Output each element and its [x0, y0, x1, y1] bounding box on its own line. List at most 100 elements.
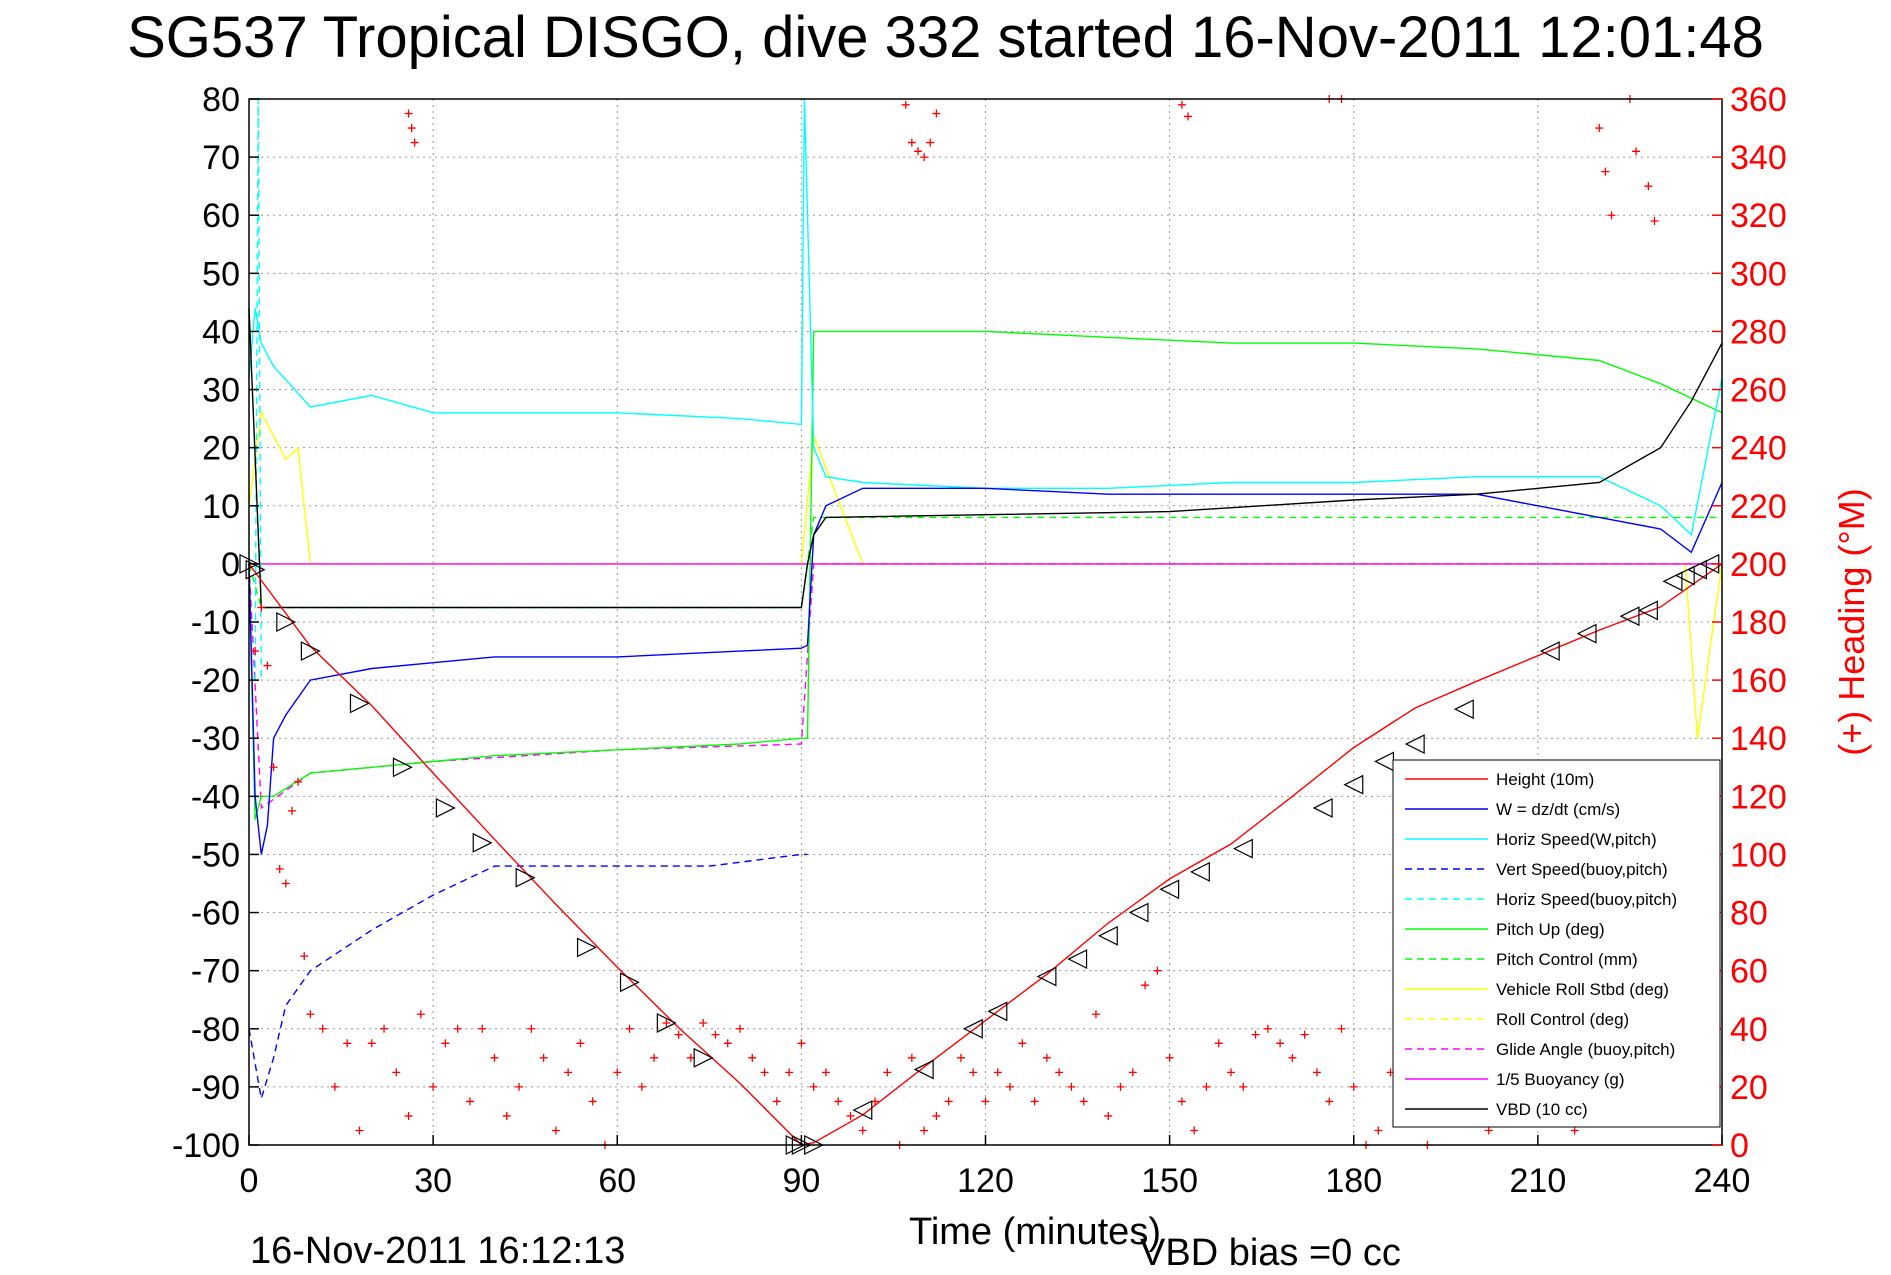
- heading-point: [858, 1126, 867, 1135]
- heading-point: [993, 1068, 1002, 1077]
- heading-point: [956, 1053, 965, 1062]
- x-tick-label: 180: [1325, 1162, 1382, 1200]
- y2-tick-label: 360: [1730, 81, 1787, 119]
- heading-point: [1128, 1068, 1137, 1077]
- dive-marker: [962, 1018, 983, 1039]
- dive-marker: [987, 1001, 1008, 1022]
- heading-point: [1288, 1053, 1297, 1062]
- y-tick-label: 30: [202, 372, 240, 410]
- heading-point: [441, 1039, 450, 1048]
- heading-point: [343, 1039, 352, 1048]
- dive-marker: [913, 1059, 934, 1080]
- heading-point: [1570, 1126, 1579, 1135]
- heading-point: [1312, 1068, 1321, 1077]
- heading-point: [281, 879, 290, 888]
- y2-tick-label: 120: [1730, 778, 1787, 816]
- heading-point: [1030, 1097, 1039, 1106]
- heading-point: [1650, 217, 1659, 226]
- legend-label: Height (10m): [1496, 770, 1594, 789]
- heading-point: [1104, 1111, 1113, 1120]
- heading-point: [490, 1053, 499, 1062]
- legend-label: Pitch Up (deg): [1496, 920, 1605, 939]
- x-axis-label: Time (minutes): [909, 1211, 1161, 1253]
- heading-point: [588, 1097, 597, 1106]
- heading-point: [1067, 1082, 1076, 1091]
- series-vert-speed: [248, 853, 808, 1099]
- heading-point: [410, 138, 419, 147]
- heading-point: [1042, 1053, 1051, 1062]
- heading-point: [1601, 167, 1610, 176]
- heading-point: [1018, 1039, 1027, 1048]
- chart-title: SG537 Tropical DISGO, dive 332 started 1…: [127, 5, 1764, 70]
- y2-axis-label: (+) Heading (°M): [1831, 488, 1872, 755]
- dive-marker: [1189, 861, 1210, 882]
- heading-point: [926, 138, 935, 147]
- x-tick-label: 150: [1141, 1162, 1198, 1200]
- y2-tick-label: 240: [1730, 430, 1787, 468]
- heading-point: [1251, 1030, 1260, 1039]
- dive-marker: [1067, 949, 1088, 970]
- y2-tick-label: 80: [1730, 895, 1768, 933]
- legend-label: Vert Speed(buoy,pitch): [1496, 860, 1668, 879]
- y-tick-label: -90: [191, 1069, 240, 1107]
- legend-label: Pitch Control (mm): [1496, 950, 1638, 969]
- heading-point: [453, 1024, 462, 1033]
- y-tick-label: 60: [202, 197, 240, 235]
- heading-point: [1153, 966, 1162, 975]
- heading-point: [662, 1018, 671, 1027]
- heading-point: [318, 1024, 327, 1033]
- heading-point: [251, 647, 260, 656]
- heading-point: [871, 1097, 880, 1106]
- heading-point: [404, 1111, 413, 1120]
- heading-point: [287, 806, 296, 815]
- heading-point: [1055, 1068, 1064, 1077]
- heading-point: [502, 1111, 511, 1120]
- heading-point: [539, 1053, 548, 1062]
- dive-marker: [1687, 559, 1708, 580]
- heading-point: [1300, 1030, 1309, 1039]
- heading-point: [932, 109, 941, 118]
- heading-point: [380, 1024, 389, 1033]
- y-tick-label: -40: [191, 778, 240, 816]
- y-tick-label: 40: [202, 313, 240, 351]
- heading-point: [551, 1126, 560, 1135]
- y-tick-label: -20: [191, 662, 240, 700]
- heading-point: [1184, 112, 1193, 121]
- dive-marker: [392, 757, 413, 778]
- dive-marker: [1576, 623, 1597, 644]
- heading-point: [711, 1030, 720, 1039]
- y-tick-label: -100: [172, 1127, 240, 1165]
- heading-point: [300, 952, 309, 961]
- heading-point: [785, 1068, 794, 1077]
- vbd-bias-text: VBD bias =0 cc: [1140, 1232, 1401, 1274]
- heading-point: [748, 1053, 757, 1062]
- heading-point: [1141, 981, 1150, 990]
- y-tick-label: 0: [221, 546, 240, 584]
- y-tick-label: 10: [202, 488, 240, 526]
- legend: Height (10m) W = dz/dt (cm/s) Horiz Speed(…: [1392, 759, 1721, 1128]
- x-tick-label: 30: [414, 1162, 452, 1200]
- legend-box: [1392, 759, 1721, 1128]
- heading-point: [913, 147, 922, 156]
- heading-point: [1202, 1082, 1211, 1091]
- tick-layer: 0 30 60 90 120 150 180 210 24080706050403020100-…: [172, 81, 1787, 1200]
- legend-label: Vehicle Roll Stbd (deg): [1496, 980, 1669, 999]
- heading-point: [932, 1111, 941, 1120]
- heading-point: [1227, 1068, 1235, 1077]
- x-tick-label: 90: [782, 1162, 820, 1200]
- heading-point: [772, 1097, 781, 1106]
- heading-point: [294, 777, 303, 786]
- heading-point: [306, 1010, 315, 1019]
- dive-marker: [1374, 751, 1395, 772]
- y2-tick-label: 320: [1730, 197, 1787, 235]
- dive-marker: [656, 1012, 677, 1033]
- heading-point: [1349, 1082, 1358, 1091]
- heading-point: [1116, 1082, 1125, 1091]
- heading-point: [920, 153, 929, 162]
- heading-point: [674, 1030, 683, 1039]
- dive-marker: [245, 559, 266, 580]
- y2-tick-label: 20: [1730, 1069, 1768, 1107]
- dive-marker: [1539, 641, 1560, 662]
- heading-point: [625, 1024, 634, 1033]
